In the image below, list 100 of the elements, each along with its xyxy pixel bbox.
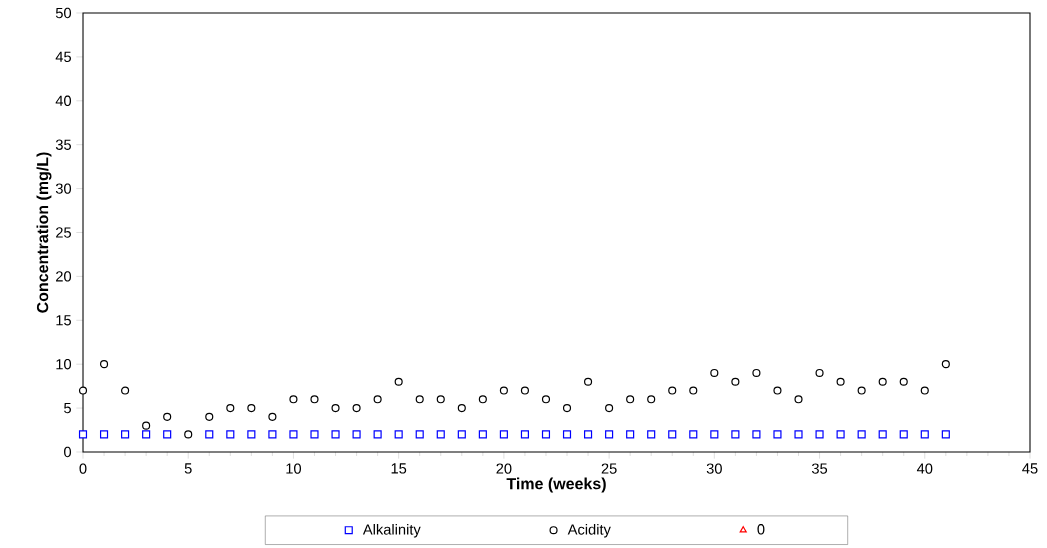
point	[247, 430, 256, 439]
point	[626, 430, 635, 439]
x-tick-label: 40	[916, 463, 933, 474]
point	[626, 395, 635, 404]
point	[78, 430, 88, 439]
x-tick-label: 15	[391, 463, 407, 474]
point	[99, 360, 109, 369]
point	[920, 386, 929, 395]
point	[163, 412, 172, 421]
point	[268, 430, 277, 439]
y-tick-label: 30	[55, 183, 72, 194]
y-axis-title: Concentration (mg/L)	[36, 152, 52, 313]
point	[941, 430, 950, 439]
point	[310, 395, 319, 404]
point	[562, 404, 572, 413]
point	[352, 430, 361, 439]
point	[899, 377, 908, 386]
point	[289, 395, 298, 404]
point	[331, 404, 340, 413]
y-tick-label: 15	[56, 315, 71, 326]
point	[541, 395, 551, 404]
x-tick-label: 10	[286, 463, 302, 474]
point	[562, 430, 572, 439]
point	[289, 430, 298, 439]
point	[436, 430, 445, 439]
y-tick-label: 5	[64, 402, 71, 414]
point	[941, 360, 950, 369]
point	[457, 430, 466, 439]
legend-label: 0	[757, 524, 765, 535]
x-tick-label: 20	[496, 463, 512, 474]
point	[752, 368, 761, 378]
y-tick-label: 40	[55, 95, 72, 106]
point	[520, 386, 529, 395]
x-axis-title: Time (weeks)	[506, 477, 606, 493]
point	[584, 377, 593, 386]
point	[163, 430, 172, 439]
point	[78, 386, 88, 395]
y-tick-label: 45	[55, 51, 71, 63]
x-tick-label: 45	[1022, 463, 1038, 474]
point	[605, 404, 614, 413]
point	[773, 386, 782, 395]
point	[394, 377, 403, 386]
legend-label: Alkalinity	[362, 523, 421, 538]
x-tick-label: 25	[601, 463, 617, 474]
point	[415, 430, 424, 439]
point	[310, 430, 319, 439]
point	[415, 395, 424, 404]
point	[836, 430, 845, 439]
point	[815, 368, 824, 378]
point	[647, 395, 656, 404]
point	[668, 430, 677, 439]
point	[689, 430, 698, 439]
point	[605, 430, 614, 439]
point	[394, 430, 403, 439]
point	[457, 404, 466, 413]
point	[710, 430, 719, 439]
point	[773, 430, 782, 439]
point	[268, 412, 277, 421]
point	[731, 377, 740, 386]
point	[541, 430, 551, 439]
point	[121, 386, 130, 395]
point	[520, 430, 529, 439]
point	[752, 430, 761, 439]
point	[731, 430, 740, 439]
point	[226, 404, 235, 413]
point	[836, 377, 845, 386]
legend-label: Acidity	[567, 523, 611, 538]
point	[815, 430, 824, 439]
x-tick-label: 5	[184, 463, 192, 474]
point	[436, 395, 445, 404]
y-tick-label: 10	[56, 359, 72, 370]
point	[478, 430, 487, 439]
point	[584, 430, 593, 439]
point	[142, 430, 151, 439]
point	[647, 430, 656, 439]
point	[710, 368, 719, 378]
point	[247, 404, 256, 413]
point	[478, 395, 487, 404]
point	[352, 404, 361, 413]
point	[878, 377, 887, 386]
x-tick-label: 0	[79, 463, 87, 474]
point	[205, 412, 214, 421]
point	[668, 386, 677, 395]
point	[794, 395, 803, 404]
y-tick-label: 50	[55, 7, 72, 19]
point	[373, 430, 382, 439]
point	[499, 386, 508, 395]
x-tick-label: 35	[811, 463, 828, 474]
point	[857, 386, 866, 395]
point	[142, 421, 151, 430]
point	[121, 430, 130, 439]
point	[794, 430, 803, 439]
point	[899, 430, 908, 439]
x-tick-label: 30	[706, 463, 722, 474]
point	[99, 430, 109, 439]
point	[857, 430, 866, 439]
y-tick-label: 0	[64, 446, 72, 458]
point	[373, 395, 382, 404]
point	[878, 430, 887, 439]
point	[499, 430, 508, 439]
